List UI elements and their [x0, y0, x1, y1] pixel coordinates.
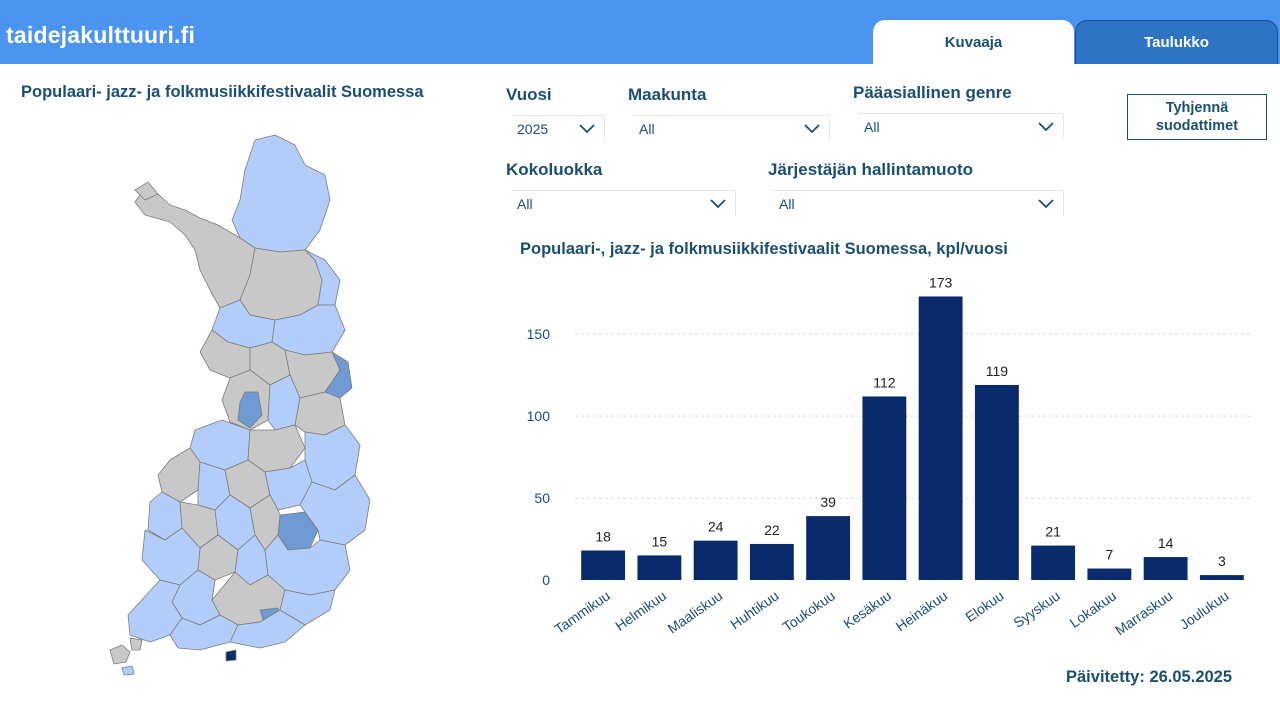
x-tick-label: Maaliskuu [665, 587, 726, 636]
bar[interactable] [1143, 557, 1188, 580]
bar-value-label: 15 [652, 533, 668, 549]
x-tick-label: Syyskuu [1010, 587, 1063, 630]
bar-value-label: 173 [929, 274, 953, 290]
org-select[interactable]: All [773, 190, 1064, 216]
bar-value-label: 18 [595, 529, 611, 545]
x-tick-label: Toukokuu [780, 587, 838, 634]
bar-value-label: 21 [1045, 524, 1061, 540]
year-select[interactable]: 2025 [511, 115, 605, 141]
bar-chart: 0 50 100 150 18 Tammikuu 15 Helmikuu 24 Maaliskuu… [527, 274, 1250, 638]
size-select-value: All [517, 195, 533, 212]
region-select-value: All [639, 120, 655, 137]
map-region [121, 665, 135, 676]
chart-title: Populaari-, jazz- ja folkmusiikkifestiva… [520, 240, 1008, 258]
tab-taulukko[interactable]: Taulukko [1075, 20, 1278, 64]
x-tick-label: Kesäkuu [840, 587, 894, 631]
map-region [229, 609, 306, 649]
filter-region-label: Maakunta [628, 85, 707, 104]
site-logo[interactable]: taidejakulttuuri.fi [6, 22, 196, 48]
bar[interactable] [637, 555, 682, 580]
x-tick-label: Heinäkuu [893, 587, 951, 634]
year-select-value: 2025 [517, 120, 549, 137]
map-region [134, 187, 256, 309]
filter-genre-label: Pääasiallinen genre [853, 83, 1012, 102]
genre-select[interactable]: All [858, 113, 1064, 139]
bar[interactable] [749, 543, 794, 580]
filter-size-label: Kokoluokka [506, 160, 603, 179]
org-select-value: All [779, 195, 795, 212]
map-region [109, 644, 131, 665]
updated-date: Päivitetty: 26.05.2025 [1066, 668, 1233, 686]
chevron-down-icon [579, 124, 595, 134]
map-region [157, 447, 201, 503]
bar-value-label: 3 [1218, 553, 1226, 569]
bar[interactable] [1087, 568, 1132, 580]
x-tick-label: Tammikuu [551, 587, 612, 637]
tab-kuvaaja[interactable]: Kuvaaja [873, 20, 1074, 64]
top-bar: taidejakulttuuri.fi Kuvaaja Taulukko [0, 0, 1280, 64]
bar[interactable] [693, 540, 738, 580]
map-region [225, 649, 237, 662]
y-tick-label: 150 [527, 326, 551, 342]
x-tick-label: Helmikuu [612, 587, 669, 634]
bar-value-label: 39 [820, 494, 836, 510]
x-tick-label: Marraskuu [1112, 587, 1175, 638]
bar[interactable] [862, 396, 907, 580]
chevron-down-icon [1038, 199, 1054, 209]
bar[interactable] [974, 384, 1019, 580]
chevron-down-icon [804, 124, 820, 134]
bar[interactable] [918, 296, 963, 580]
bar-value-label: 7 [1105, 547, 1113, 563]
x-tick-label: Joulukuu [1177, 587, 1232, 632]
map-region [129, 637, 143, 651]
chevron-down-icon [710, 199, 726, 209]
bar-value-label: 112 [873, 374, 896, 390]
map-region [237, 391, 263, 429]
y-tick-label: 50 [534, 490, 550, 506]
x-tick-label: Lokakuu [1067, 587, 1120, 630]
map-region [134, 181, 159, 201]
bar-value-label: 22 [764, 522, 780, 538]
finland-map[interactable] [100, 130, 390, 680]
region-select[interactable]: All [633, 115, 830, 141]
bar-value-label: 24 [708, 519, 724, 535]
x-tick-label: Huhtikuu [727, 587, 781, 632]
chevron-down-icon [1038, 122, 1054, 132]
size-select[interactable]: All [511, 190, 736, 216]
bar-value-label: 119 [986, 363, 1009, 379]
map-title: Populaari- jazz- ja folkmusiikkifestivaa… [21, 83, 424, 101]
bar[interactable] [806, 516, 851, 580]
clear-filters-button[interactable]: Tyhjennä suodattimet [1127, 94, 1267, 140]
map-region [231, 134, 331, 253]
filter-year-label: Vuosi [506, 85, 552, 104]
y-tick-label: 100 [527, 408, 551, 424]
bar[interactable] [581, 550, 626, 581]
bar-value-label: 14 [1158, 535, 1174, 551]
x-tick-label: Elokuu [962, 587, 1006, 625]
y-tick-label: 0 [542, 572, 550, 588]
filter-org-label: Järjestäjän hallintamuoto [768, 160, 973, 179]
bar[interactable] [1031, 545, 1076, 580]
bar[interactable] [1199, 575, 1244, 580]
genre-select-value: All [864, 118, 880, 135]
